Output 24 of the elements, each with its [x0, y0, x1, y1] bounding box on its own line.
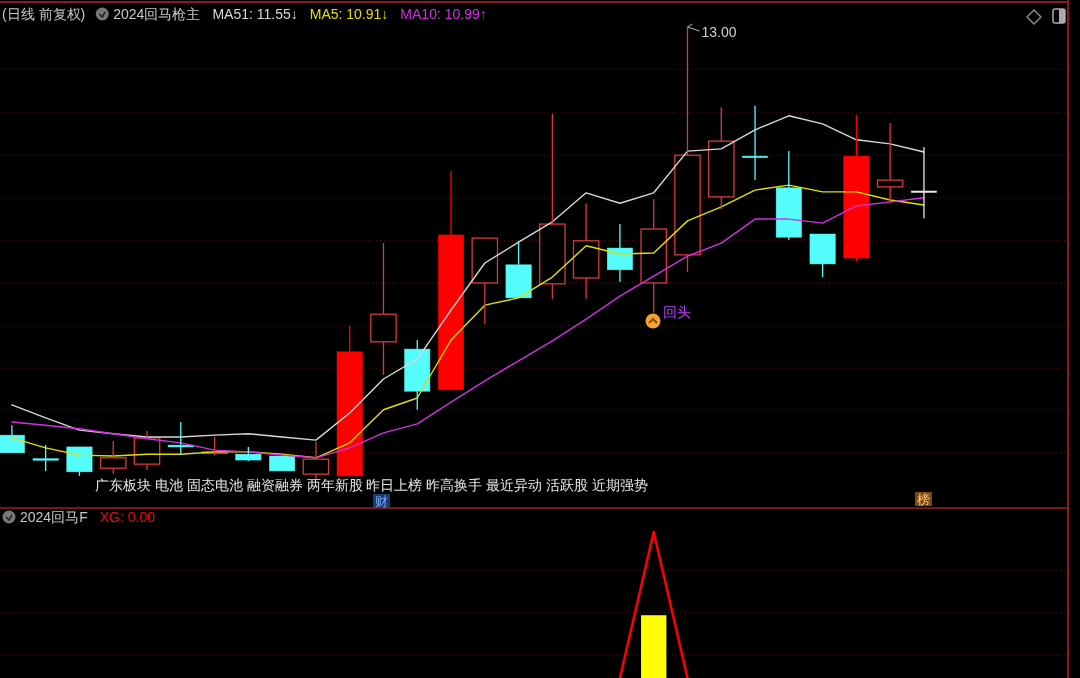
- chart-subtitle: 2024回马枪主: [113, 6, 201, 22]
- candlestick: [370, 242, 397, 376]
- annotation: 广东板块 电池 固态电池 融资融券 两年新股 昨日上榜 昨高换手 最近异动 活跃股 近期强势: [95, 477, 649, 493]
- text: 榜: [917, 492, 930, 507]
- chart-title: 2024回马F: [20, 509, 88, 525]
- candlestick: [911, 146, 937, 219]
- candlestick: [742, 105, 768, 181]
- candlestick: [471, 237, 499, 325]
- text: 财: [375, 494, 388, 509]
- candlestick: [302, 441, 330, 481]
- annotation: 13.00: [701, 24, 737, 40]
- annotation: 回头: [663, 304, 691, 320]
- candlestick: [572, 202, 600, 300]
- candlestick: [505, 240, 532, 299]
- chart-title: (日线 前复权): [2, 6, 86, 22]
- candlestick: [607, 223, 633, 283]
- candlestick: [336, 325, 363, 477]
- text: MA51: 11.55↓: [212, 6, 298, 22]
- candlestick: [269, 455, 296, 472]
- candlestick: [0, 424, 25, 454]
- text: XG: 0.00: [99, 509, 156, 525]
- text: MA10: 10.99↑: [400, 6, 487, 22]
- candlestick: [438, 170, 464, 391]
- text: MA5: 10.91↓: [309, 6, 389, 22]
